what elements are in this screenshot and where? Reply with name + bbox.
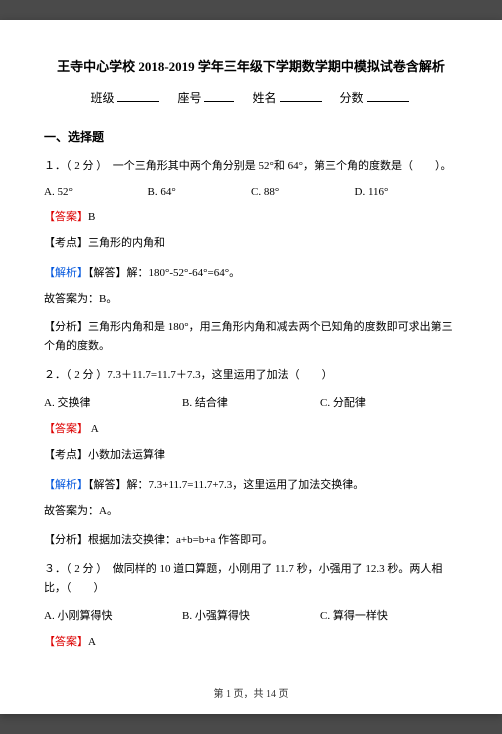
q2-so: 故答案为：A。 (44, 502, 458, 521)
q2-kaodian: 【考点】小数加法运算律 (44, 446, 458, 462)
q1-answer: 【答案】B (44, 208, 458, 224)
q1-optA: A. 52° (44, 186, 148, 198)
jiexi-label: 【解析】 (44, 267, 88, 279)
q1-so: 故答案为：B。 (44, 290, 458, 309)
q3-options: A. 小刚算得快 B. 小强算得快 C. 算得一样快 (44, 607, 458, 623)
answer-label: 【答案】 (44, 636, 88, 648)
q3-answer: 【答案】A (44, 633, 458, 649)
jieda-text: 解：180°-52°-64°=64°。 (127, 267, 241, 279)
q1-optB: B. 64° (148, 186, 252, 198)
q2-stem: ２．（ 2 分 ）7.3＋11.7=11.7＋7.3，这里运用了加法（ ） (44, 366, 458, 385)
q2-fenxi: 【分析】根据加法交换律：a+b=b+a 作答即可。 (44, 531, 458, 550)
q1-stem: １．（ 2 分 ） 一个三角形其中两个角分别是 52°和 64°，第三个角的度数… (44, 157, 458, 176)
q1-options: A. 52° B. 64° C. 88° D. 116° (44, 186, 458, 198)
q2-answer: 【答案】 A (44, 420, 458, 436)
jieda-text: 解：7.3+11.7=11.7+7.3，这里运用了加法交换律。 (127, 479, 365, 491)
jiexi-label: 【解析】 (44, 479, 88, 491)
q2-options: A. 交换律 B. 结合律 C. 分配律 (44, 394, 458, 410)
jieda-label: 【解答】 (88, 267, 127, 279)
q3-optA: A. 小刚算得快 (44, 607, 182, 623)
q2-jiexi: 【解析】【解答】解：7.3+11.7=11.7+7.3，这里运用了加法交换律。 (44, 476, 458, 492)
answer-value: A (88, 636, 96, 648)
jieda-label: 【解答】 (88, 479, 127, 491)
answer-label: 【答案】 (44, 423, 88, 435)
name-blank (280, 90, 322, 102)
seat-label: 座号 (177, 91, 201, 105)
score-blank (367, 90, 409, 102)
page-footer: 第 1 页，共 14 页 (0, 685, 502, 700)
name-label: 姓名 (253, 91, 277, 105)
q1-fenxi: 【分析】三角形内角和是 180°，用三角形内角和减去两个已知角的度数即可求出第三… (44, 318, 458, 355)
q1-kaodian: 【考点】三角形的内角和 (44, 234, 458, 250)
section-heading: 一、选择题 (44, 128, 458, 145)
q3-stem: ３．（ 2 分 ） 做同样的 10 道口算题，小刚用了 11.7 秒，小强用了 … (44, 560, 458, 597)
answer-label: 【答案】 (44, 211, 88, 223)
q2-optC: C. 分配律 (320, 394, 458, 410)
score-label: 分数 (340, 91, 364, 105)
q1-jiexi: 【解析】【解答】解：180°-52°-64°=64°。 (44, 264, 458, 280)
q3-optB: B. 小强算得快 (182, 607, 320, 623)
class-blank (117, 90, 159, 102)
q3-optC: C. 算得一样快 (320, 607, 458, 623)
answer-value: B (88, 211, 95, 223)
q1-optC: C. 88° (251, 186, 355, 198)
class-label: 班级 (90, 91, 114, 105)
q2-optB: B. 结合律 (182, 394, 320, 410)
q2-optA: A. 交换律 (44, 394, 182, 410)
q1-optD: D. 116° (355, 186, 459, 198)
seat-blank (204, 90, 234, 102)
page-title: 王寺中心学校 2018-2019 学年三年级下学期数学期中模拟试卷含解析 (44, 56, 458, 75)
form-line: 班级 座号 姓名 分数 (44, 89, 458, 106)
answer-value: A (88, 423, 99, 435)
